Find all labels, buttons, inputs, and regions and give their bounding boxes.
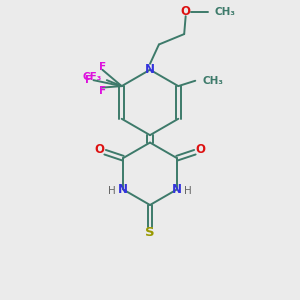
Text: N: N xyxy=(145,63,155,76)
Text: CH₃: CH₃ xyxy=(202,76,223,86)
Text: F: F xyxy=(99,62,106,72)
Text: H: H xyxy=(108,186,116,196)
Text: O: O xyxy=(195,143,205,156)
Text: F: F xyxy=(85,75,93,85)
Text: O: O xyxy=(181,5,191,18)
Text: F: F xyxy=(99,85,106,96)
Text: CF₃: CF₃ xyxy=(82,72,102,82)
Text: N: N xyxy=(172,183,182,196)
Text: CH₃: CH₃ xyxy=(214,7,236,17)
Text: O: O xyxy=(95,143,105,156)
Text: N: N xyxy=(118,183,128,196)
Text: H: H xyxy=(184,186,192,196)
Text: S: S xyxy=(145,226,155,239)
